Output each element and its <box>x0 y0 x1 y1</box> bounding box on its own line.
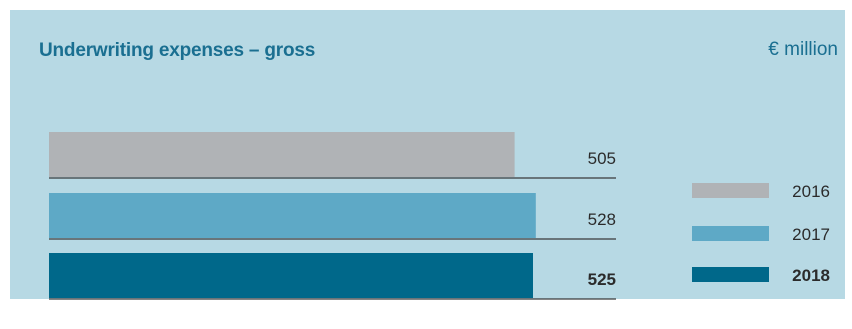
bar-2017 <box>49 193 536 238</box>
legend-label-2016: 2016 <box>792 182 830 201</box>
bar-2016 <box>49 132 515 177</box>
unit-label: € million <box>768 39 838 60</box>
value-label-2018: 525 <box>588 270 616 289</box>
legend-label-2018: 2018 <box>792 266 830 285</box>
value-label-2016: 505 <box>588 149 616 168</box>
chart-title: Underwriting expenses – gross <box>39 40 316 61</box>
legend-swatch-2018 <box>692 267 769 282</box>
bar-2018 <box>49 253 533 298</box>
legend-swatch-2017 <box>692 226 769 241</box>
legend-swatch-2016 <box>692 183 769 198</box>
legend-label-2017: 2017 <box>792 225 830 244</box>
value-label-2017: 528 <box>588 210 616 229</box>
